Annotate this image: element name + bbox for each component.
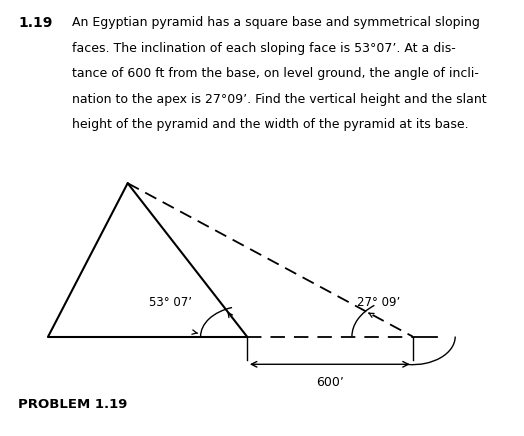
Text: 27° 09’: 27° 09’: [357, 296, 401, 309]
Text: 53° 07’: 53° 07’: [149, 296, 192, 309]
Text: 1.19: 1.19: [18, 16, 52, 30]
Text: nation to the apex is 27°09’. Find the vertical height and the slant: nation to the apex is 27°09’. Find the v…: [72, 92, 487, 106]
Text: height of the pyramid and the width of the pyramid at its base.: height of the pyramid and the width of t…: [72, 118, 468, 131]
Text: PROBLEM 1.19: PROBLEM 1.19: [18, 398, 127, 411]
Text: An Egyptian pyramid has a square base and symmetrical sloping: An Egyptian pyramid has a square base an…: [72, 16, 480, 29]
Text: 600’: 600’: [316, 376, 344, 389]
Text: faces. The inclination of each sloping face is 53°07’. At a dis-: faces. The inclination of each sloping f…: [72, 41, 456, 54]
Text: tance of 600 ft from the base, on level ground, the angle of incli-: tance of 600 ft from the base, on level …: [72, 67, 479, 80]
